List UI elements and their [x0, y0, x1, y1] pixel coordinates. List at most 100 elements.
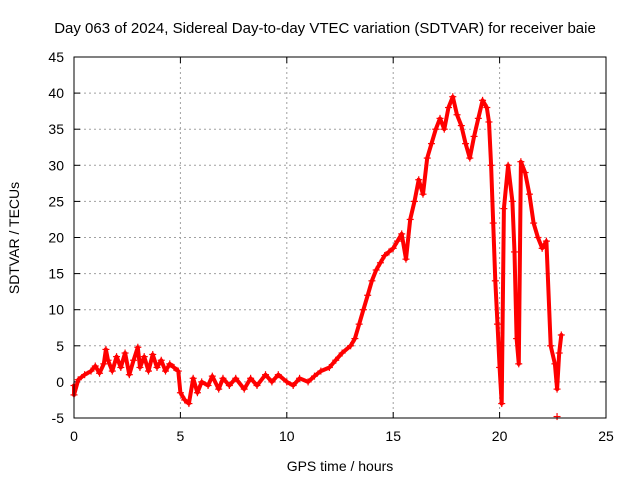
x-tick-label: 25: [598, 428, 614, 444]
data-point-marker: [493, 320, 501, 328]
y-tick-label: 45: [48, 49, 64, 65]
y-tick-label: 25: [48, 193, 64, 209]
data-point-marker: [359, 306, 367, 314]
data-point-marker: [470, 132, 478, 140]
data-point-marker: [538, 244, 546, 252]
data-point-marker: [296, 374, 304, 382]
data-point-marker: [508, 197, 516, 205]
data-point-marker: [389, 244, 397, 252]
data-point-marker: [428, 140, 436, 148]
data-point-marker: [87, 367, 95, 375]
data-point-marker: [253, 382, 261, 390]
data-point-marker: [181, 396, 189, 404]
y-tick-label: 40: [48, 85, 64, 101]
y-tick-label: 5: [56, 338, 64, 354]
data-point-marker: [121, 349, 129, 357]
data-point-marker: [144, 367, 152, 375]
data-point-marker: [185, 400, 193, 408]
data-point-marker: [553, 385, 561, 393]
data-point-marker: [372, 266, 380, 274]
data-point-marker: [140, 353, 148, 361]
data-point-marker: [274, 371, 282, 379]
data-point-marker: [419, 190, 427, 198]
data-point-marker: [555, 349, 563, 357]
data-point-marker: [176, 389, 184, 397]
data-point-marker: [283, 378, 291, 386]
data-point-marker: [525, 190, 533, 198]
y-tick-label: 30: [48, 157, 64, 173]
data-point-marker: [332, 356, 340, 364]
data-point-marker: [204, 382, 212, 390]
data-point-marker: [96, 369, 104, 377]
data-point-marker: [521, 169, 529, 177]
data-point-marker: [423, 154, 431, 162]
data-point-marker: [347, 342, 355, 350]
data-point-marker: [398, 230, 406, 238]
data-point-marker: [466, 154, 474, 162]
data-point-marker: [436, 114, 444, 122]
x-axis-label: GPS time / hours: [287, 458, 394, 474]
data-point-marker: [406, 215, 414, 223]
data-point-marker: [432, 125, 440, 133]
data-point-marker: [557, 331, 565, 339]
data-point-marker: [530, 219, 538, 227]
x-tick-label: 0: [70, 428, 78, 444]
data-point-marker: [215, 385, 223, 393]
data-point-marker: [487, 161, 495, 169]
data-point-marker: [513, 335, 521, 343]
data-point-marker: [81, 371, 89, 379]
data-point-marker: [104, 356, 112, 364]
data-point-marker: [457, 122, 465, 130]
y-tick-label: 35: [48, 121, 64, 137]
data-point-marker: [262, 371, 270, 379]
data-point-marker: [547, 342, 555, 350]
data-point-marker: [385, 248, 393, 256]
data-point-marker: [74, 376, 82, 384]
data-point-marker: [125, 371, 133, 379]
data-point-marker: [134, 343, 142, 351]
x-tick-label: 10: [279, 428, 295, 444]
data-points: [70, 93, 565, 421]
data-point-marker: [102, 345, 110, 353]
data-point-marker: [553, 413, 561, 421]
data-point-marker: [402, 255, 410, 263]
data-point-marker: [247, 374, 255, 382]
x-tick-label: 20: [492, 428, 508, 444]
y-tick-label: 10: [48, 302, 64, 318]
plot-frame: [73, 56, 607, 419]
x-tick-label: 5: [177, 428, 185, 444]
data-point-marker: [351, 335, 359, 343]
data-point-marker: [100, 360, 108, 368]
data-point-marker: [483, 104, 491, 112]
data-point-marker: [174, 367, 182, 375]
data-point-marker: [325, 363, 333, 371]
data-point-marker: [289, 382, 297, 390]
data-point-marker: [489, 219, 497, 227]
series-trace: [72, 94, 564, 406]
data-point-marker: [415, 176, 423, 184]
data-point-marker: [198, 378, 206, 386]
data-point-marker: [130, 356, 138, 364]
data-point-marker: [510, 248, 518, 256]
data-point-marker: [364, 291, 372, 299]
grid-lines: [74, 57, 606, 418]
data-point-marker: [338, 349, 346, 357]
data-point-marker: [445, 104, 453, 112]
data-point-marker: [410, 197, 418, 205]
y-tick-label: -5: [52, 410, 65, 426]
data-point-marker: [355, 320, 363, 328]
data-point-marker: [193, 389, 201, 397]
data-point-marker: [449, 93, 457, 101]
data-point-marker: [491, 277, 499, 285]
data-point-marker: [219, 374, 227, 382]
data-point-marker: [504, 161, 512, 169]
data-point-marker: [113, 353, 121, 361]
data-point-marker: [498, 400, 506, 408]
data-point-marker: [368, 277, 376, 285]
data-point-marker: [240, 385, 248, 393]
data-point-marker: [162, 367, 170, 375]
y-tick-label: 15: [48, 266, 64, 282]
y-tick-label: 0: [56, 374, 64, 390]
